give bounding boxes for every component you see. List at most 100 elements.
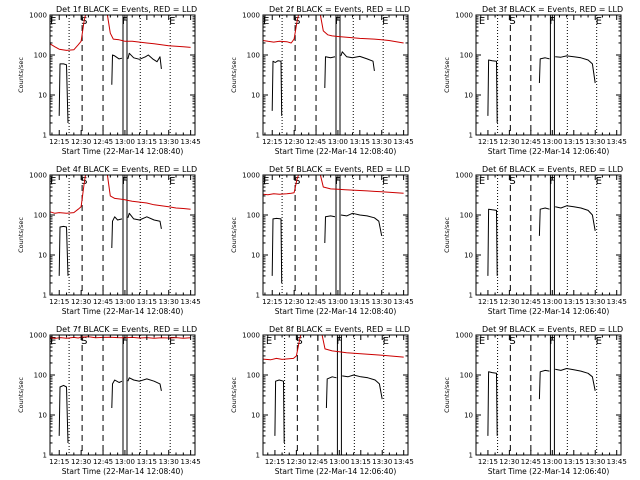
panel-det-6: Det 6f BLACK = Events, RED = LLD E S F E 1 10 1… bbox=[443, 165, 627, 316]
y-tick-label: 1 bbox=[469, 452, 473, 460]
series-lld-line bbox=[49, 336, 191, 339]
x-tick-label: 13:15 bbox=[564, 458, 584, 466]
marker-label: E bbox=[50, 16, 56, 27]
series-events-line bbox=[487, 368, 596, 436]
y-axis-label: Counts/sec bbox=[443, 377, 451, 413]
y-tick-label: 10 bbox=[251, 412, 260, 420]
marker-label: F bbox=[336, 336, 342, 347]
x-axis-label: Start Time (22-Mar-14 12:06:40) bbox=[488, 467, 610, 476]
marker-label: E bbox=[596, 336, 602, 347]
panel-det-9: Det 9f BLACK = Events, RED = LLD E S F E 1 10 1… bbox=[443, 325, 627, 476]
x-tick-label: 12:30 bbox=[71, 138, 91, 146]
marker-label: F bbox=[122, 176, 128, 187]
x-tick-label: 13:00 bbox=[542, 298, 562, 306]
x-tick-label: 13:00 bbox=[115, 298, 135, 306]
x-tick-label: 13:30 bbox=[372, 138, 392, 146]
panel-title: Det 2f BLACK = Events, RED = LLD bbox=[269, 5, 410, 14]
x-tick-label: 13:00 bbox=[542, 138, 562, 146]
x-tick-label: 13:00 bbox=[115, 458, 135, 466]
panel-title: Det 5f BLACK = Events, RED = LLD bbox=[269, 165, 410, 174]
y-tick-label: 1000 bbox=[29, 172, 47, 180]
y-tick-label: 100 bbox=[34, 372, 47, 380]
x-tick-label: 12:30 bbox=[71, 458, 91, 466]
axes-frame bbox=[475, 334, 622, 456]
panel-title: Det 4f BLACK = Events, RED = LLD bbox=[56, 165, 197, 174]
x-tick-label: 12:30 bbox=[499, 458, 519, 466]
panel-title: Det 7f BLACK = Events, RED = LLD bbox=[56, 325, 197, 334]
series-events-line bbox=[58, 377, 162, 444]
x-tick-label: 12:45 bbox=[521, 138, 541, 146]
x-tick-label: 12:45 bbox=[93, 138, 113, 146]
x-tick-label: 13:15 bbox=[350, 138, 370, 146]
x-tick-label: 12:30 bbox=[284, 138, 304, 146]
y-tick-label: 100 bbox=[247, 52, 260, 60]
y-tick-label: 100 bbox=[460, 52, 473, 60]
marker-label: E bbox=[169, 16, 175, 27]
axes-frame bbox=[262, 334, 409, 456]
y-tick-label: 1000 bbox=[242, 172, 260, 180]
x-tick-label: 13:15 bbox=[564, 298, 584, 306]
y-tick-label: 100 bbox=[460, 372, 473, 380]
marker-label: E bbox=[479, 16, 485, 27]
marker-label: S bbox=[81, 336, 87, 347]
y-axis-label: Counts/sec bbox=[230, 217, 238, 253]
marker-label: F bbox=[335, 176, 341, 187]
series-lld-line bbox=[262, 334, 404, 361]
x-axis-label: Start Time (22-Mar-14 12:08:40) bbox=[275, 147, 397, 156]
x-tick-label: 13:45 bbox=[394, 458, 414, 466]
x-tick-label: 12:15 bbox=[262, 298, 282, 306]
marker-label: E bbox=[383, 336, 389, 347]
y-tick-label: 10 bbox=[251, 92, 260, 100]
x-axis-label: Start Time (22-Mar-14 12:06:40) bbox=[488, 147, 610, 156]
y-tick-label: 1000 bbox=[242, 12, 260, 20]
panel-title: Det 9f BLACK = Events, RED = LLD bbox=[482, 325, 623, 334]
y-tick-label: 100 bbox=[34, 52, 47, 60]
x-tick-label: 13:30 bbox=[159, 138, 179, 146]
y-tick-label: 1 bbox=[43, 452, 47, 460]
marker-label: E bbox=[382, 16, 388, 27]
y-tick-label: 10 bbox=[251, 252, 260, 260]
x-tick-label: 12:15 bbox=[265, 458, 285, 466]
y-axis-label: Counts/sec bbox=[443, 217, 451, 253]
x-tick-label: 12:30 bbox=[71, 298, 91, 306]
x-axis-label: Start Time (22-Mar-14 12:08:40) bbox=[62, 467, 184, 476]
y-tick-label: 1000 bbox=[455, 172, 473, 180]
x-tick-label: 12:45 bbox=[93, 458, 113, 466]
y-tick-label: 10 bbox=[464, 252, 473, 260]
axes-frame bbox=[262, 14, 409, 136]
y-tick-label: 1000 bbox=[242, 332, 260, 340]
y-tick-label: 1 bbox=[43, 132, 47, 140]
x-tick-label: 13:00 bbox=[542, 458, 562, 466]
y-tick-label: 100 bbox=[247, 212, 260, 220]
series-events-line bbox=[271, 51, 375, 116]
marker-label: S bbox=[509, 176, 515, 187]
x-tick-label: 13:30 bbox=[372, 298, 392, 306]
x-tick-label: 12:15 bbox=[49, 138, 69, 146]
x-axis-label: Start Time (22-Mar-14 12:06:40) bbox=[275, 467, 397, 476]
y-tick-label: 100 bbox=[34, 212, 47, 220]
y-tick-label: 10 bbox=[464, 92, 473, 100]
x-tick-label: 13:00 bbox=[115, 138, 135, 146]
y-axis-label: Counts/sec bbox=[230, 57, 238, 93]
x-tick-label: 13:45 bbox=[394, 138, 414, 146]
x-tick-label: 13:00 bbox=[328, 138, 348, 146]
marker-label: E bbox=[596, 16, 602, 27]
marker-label: S bbox=[509, 336, 515, 347]
y-tick-label: 1 bbox=[256, 292, 260, 300]
x-tick-label: 13:45 bbox=[181, 298, 201, 306]
y-tick-label: 10 bbox=[38, 252, 47, 260]
y-axis-label: Counts/sec bbox=[17, 57, 25, 93]
marker-label: E bbox=[263, 16, 269, 27]
x-tick-label: 12:45 bbox=[521, 298, 541, 306]
x-tick-label: 13:30 bbox=[159, 458, 179, 466]
series-events-line bbox=[271, 212, 383, 284]
marker-label: S bbox=[509, 16, 515, 27]
marker-label: E bbox=[596, 176, 602, 187]
axes-frame bbox=[475, 174, 622, 296]
y-axis-label: Counts/sec bbox=[17, 377, 25, 413]
y-axis-label: Counts/sec bbox=[17, 217, 25, 253]
